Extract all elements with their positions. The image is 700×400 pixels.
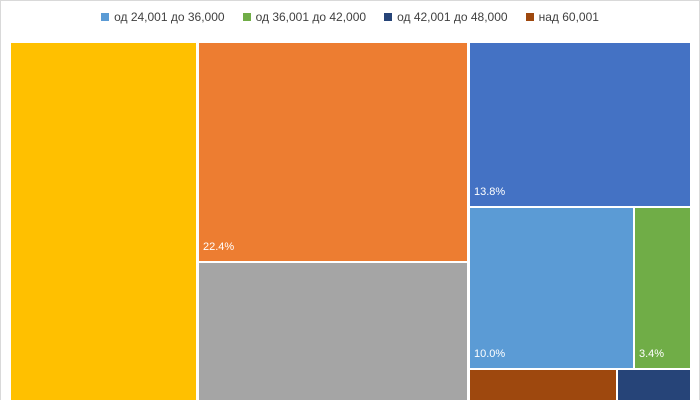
legend: од 24,001 до 36,000 од 36,001 до 42,000 …	[0, 8, 700, 26]
tile-label: 22.4%	[203, 241, 234, 253]
gray-tile	[197, 261, 469, 400]
light-blue-tile	[468, 206, 635, 370]
legend-label: од 24,001 до 36,000	[114, 10, 225, 24]
legend-label: над 60,001	[538, 10, 599, 24]
green-tile	[633, 206, 692, 370]
navy-tile	[616, 368, 692, 400]
legend-label: од 36,001 до 42,000	[255, 10, 367, 24]
legend-swatch	[242, 13, 251, 21]
legend-swatch	[525, 13, 534, 21]
legend-entry: над 60,001	[525, 10, 599, 24]
tile-label: 3.4%	[639, 348, 664, 360]
legend-entry: од 24,001 до 36,000	[101, 10, 225, 24]
tile-label: 13.8%	[474, 186, 505, 198]
legend-label: од 42,001 до 48,000	[397, 10, 508, 24]
legend-entry: од 42,001 до 48,000	[384, 10, 508, 24]
tile-label: 10.0%	[474, 348, 505, 360]
yellow-tile	[9, 41, 198, 400]
brown-tile	[468, 368, 618, 400]
orange-tile	[197, 41, 469, 263]
legend-swatch	[384, 13, 393, 21]
legend-swatch	[101, 13, 110, 21]
legend-entry: од 36,001 до 42,000	[242, 10, 367, 24]
dark-blue-tile	[468, 41, 692, 208]
